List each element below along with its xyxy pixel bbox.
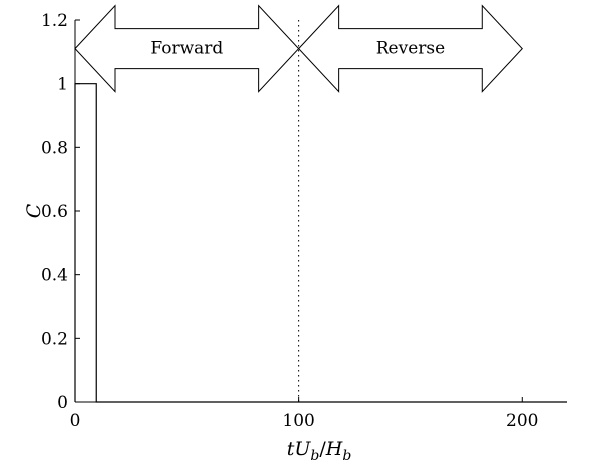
double-arrow-1 xyxy=(297,4,523,93)
y-tick-label: 0 xyxy=(57,393,68,413)
y-tick-label: 0.2 xyxy=(41,329,68,349)
x-axis-label-part: H xyxy=(325,438,343,460)
x-axis-label-part: / xyxy=(319,438,326,460)
labels: C tUb/Hb xyxy=(23,203,351,464)
series-layer xyxy=(74,83,567,403)
y-tick-label: 1 xyxy=(57,75,68,95)
y-tick-label: 0.8 xyxy=(41,138,68,158)
arrow-label-0: Forward xyxy=(150,39,223,59)
x-tick-label: 100 xyxy=(282,411,314,431)
y-tick-label: 1.2 xyxy=(41,11,68,31)
y-tick-label: 0.6 xyxy=(41,202,68,222)
x-axis-label: tUb/Hb xyxy=(287,438,352,464)
axes: 0 0.2 0.4 0.6 0.8 1 1.2 0 100 200 xyxy=(41,11,567,431)
x-axis-label-part: b xyxy=(310,448,319,464)
y-axis-label: C xyxy=(23,203,45,218)
arrow-label-1: Reverse xyxy=(376,39,445,59)
x-axis-label-part: b xyxy=(342,448,351,464)
y-tick-label: 0.4 xyxy=(41,266,68,286)
x-tick-label: 200 xyxy=(506,411,538,431)
x-axis-label-part: tU xyxy=(287,438,312,460)
series-line-0 xyxy=(74,83,567,403)
x-tick-label: 0 xyxy=(70,411,81,431)
annotation-arrows: Forward Reverse xyxy=(74,4,523,93)
